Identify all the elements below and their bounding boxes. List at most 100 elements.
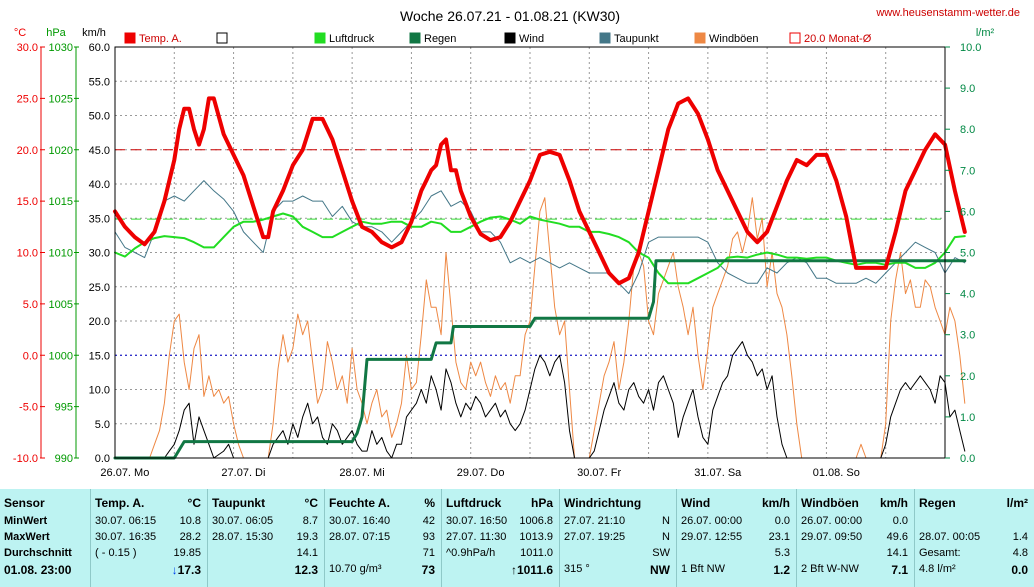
stats-head-windboeen: Windböen km/h: [801, 496, 910, 512]
website-link[interactable]: www.heusenstamm-wetter.de: [875, 7, 1020, 19]
stats-column-windrichtung: Windrichtung 27.07. 21:10 N 27.07. 19:25 N SW…: [559, 489, 676, 587]
legend-label: Regen: [424, 33, 456, 45]
stats-head-title: Luftdruck: [446, 496, 502, 510]
stats-avg-label: Durchschnitt: [4, 547, 86, 562]
legend-swatch: [789, 32, 801, 44]
weather-chart: °C hPa km/h l/m² 30.0 25.0 20.0 15.0 10.0 5.0 0.0 -…: [13, 7, 1020, 479]
stats-head-temp: Temp. A. °C: [95, 496, 203, 512]
wind-tick-label: 40.0: [89, 179, 110, 191]
stats-row-windboeen: 14.1: [801, 547, 910, 562]
wind-tick-label: 50.0: [89, 111, 110, 123]
stats-row-regen: 28.07. 00:05 1.4: [919, 531, 1030, 546]
stats-row-temp: 30.07. 06:15 10.8: [95, 515, 203, 530]
stats-current-number: 7.1: [891, 563, 908, 577]
stats-current-label: 01.08. 23:00: [4, 563, 86, 578]
stats-row-value: SW: [652, 547, 670, 559]
stats-current-number: 73: [421, 563, 435, 577]
stats-row-time: ( - 0.15 ): [95, 547, 137, 559]
stats-current-number: NW: [650, 563, 670, 577]
pressure-tick-label: 1015: [49, 196, 73, 208]
stats-head-unit: km/h: [761, 496, 790, 510]
legend-label: Windböen: [709, 33, 759, 45]
reference-lines: [115, 149, 945, 356]
legend-swatch: [216, 32, 228, 44]
stats-max-label: MaxWert: [4, 531, 86, 546]
stats-row-time: 30.07. 16:35: [95, 531, 157, 543]
stats-row-value: 0.0: [892, 515, 908, 527]
stats-row-time: 30.07. 16:50: [446, 515, 508, 527]
stats-row-windboeen: 29.07. 09:50 49.6: [801, 531, 910, 546]
x-tick-label: 01.08. So: [813, 467, 860, 479]
stats-row-luftdruck: 30.07. 16:50 1006.8: [446, 515, 555, 530]
temp-axis-label: °C: [14, 27, 26, 39]
stats-current-number: 17.3: [177, 563, 201, 577]
rain-tick-label: 9.0: [960, 83, 975, 95]
stats-row-value: 14.1: [886, 547, 908, 559]
stats-current-value: 0.0: [1011, 563, 1028, 577]
stats-row-value: 71: [422, 547, 435, 559]
legend-label: Temp. A.: [139, 33, 182, 45]
stats-row-windrichtung: SW: [564, 547, 672, 562]
stats-row-time: 27.07. 11:30: [446, 531, 507, 543]
stats-head-title: Wind: [681, 496, 711, 510]
wind-tick-label: 30.0: [89, 248, 110, 260]
stats-row-value: 28.2: [179, 531, 201, 543]
pressure-tick-label: 1000: [49, 350, 73, 362]
wind-tick-label: 55.0: [89, 76, 110, 88]
legend-swatch: [694, 32, 706, 44]
stats-current-number: 1.2: [773, 563, 790, 577]
rain-tick-label: 3.0: [960, 330, 975, 342]
stats-current-value: 1.2: [773, 563, 790, 577]
stats-current-windboeen: 2 Bft W-NW 7.1: [801, 563, 910, 578]
pressure-tick-label: 995: [55, 402, 73, 414]
stats-row-time: 30.07. 06:05: [212, 515, 274, 527]
stats-row-value: 19.3: [296, 531, 318, 543]
rain-tick-label: 8.0: [960, 124, 975, 136]
stats-column-luftdruck: Luftdruck hPa 30.07. 16:50 1006.8 27.07. 11:…: [441, 489, 559, 587]
stats-current-value: ↓17.3: [172, 563, 201, 577]
stats-head-title: Regen: [919, 496, 956, 510]
axis-labels: °C hPa km/h l/m² 30.0 25.0 20.0 15.0 10.0 5.0 0.0 -…: [13, 27, 995, 479]
stats-head-title: Taupunkt: [212, 496, 266, 510]
series-temp-a-line: [113, 96, 967, 286]
stats-row-windrichtung: 27.07. 19:25 N: [564, 531, 672, 546]
x-tick-label: 31.07. Sa: [694, 467, 742, 479]
stats-head-feuchte: Feuchte A.%: [329, 496, 437, 512]
stats-head-unit: °C: [304, 496, 318, 510]
stats-head-luftdruck: Luftdruck hPa: [446, 496, 555, 512]
temp-tick-label: 5.0: [23, 299, 38, 311]
stats-current-luftdruck: ↑1011.6: [446, 563, 555, 578]
stats-current-windrichtung: 315 ° NW: [564, 563, 672, 578]
stats-row-value: 1.4: [1012, 531, 1028, 543]
stats-head-unit: l/m²: [1006, 496, 1028, 510]
x-tick-label: 29.07. Do: [457, 467, 505, 479]
wind-tick-label: 15.0: [89, 350, 110, 362]
chart-legend: Temp. A. Luftdruck Regen Wind Taupunkt Windbö…: [124, 32, 872, 45]
chart-title: Woche 26.07.21 - 01.08.21 (KW30): [400, 8, 620, 24]
stats-current-detail: 10.70 g/m³: [329, 563, 382, 575]
temp-tick-label: -5.0: [19, 402, 38, 414]
trend-arrow-icon: ↑: [510, 563, 517, 577]
stats-current-detail: 4.8 l/m²: [919, 563, 956, 575]
stats-row-value: 4.8: [1012, 547, 1028, 559]
wind-tick-label: 60.0: [89, 42, 110, 54]
stats-current-number: 1011.6: [516, 563, 553, 577]
stats-head-unit: km/h: [879, 496, 908, 510]
stats-row-time: 28.07. 00:05: [919, 531, 981, 543]
stats-row-taupunkt: 14.1: [212, 547, 320, 562]
trend-arrow-icon: ↓: [171, 563, 178, 577]
x-tick-label: 28.07. Mi: [339, 467, 384, 479]
pressure-tick-label: 1020: [49, 145, 73, 157]
wind-tick-label: 5.0: [95, 419, 110, 431]
stats-column-wind: Wind km/h 26.07. 00:00 0.0 29.07. 12:55 23.1 5…: [676, 489, 796, 587]
series-regen-line: [113, 259, 967, 460]
temp-tick-label: 25.0: [17, 93, 38, 105]
temp-tick-label: 30.0: [17, 42, 38, 54]
legend-swatch: [599, 32, 611, 44]
stats-row-value: 93: [422, 531, 435, 543]
stats-current-detail: 2 Bft W-NW: [801, 563, 859, 575]
stats-row-temp: ( - 0.15 ) 19.85: [95, 547, 203, 562]
pressure-tick-label: 1010: [49, 248, 73, 260]
stats-head-regen: Regen l/m²: [919, 496, 1030, 512]
stats-current-taupunkt: 12.3: [212, 563, 320, 578]
